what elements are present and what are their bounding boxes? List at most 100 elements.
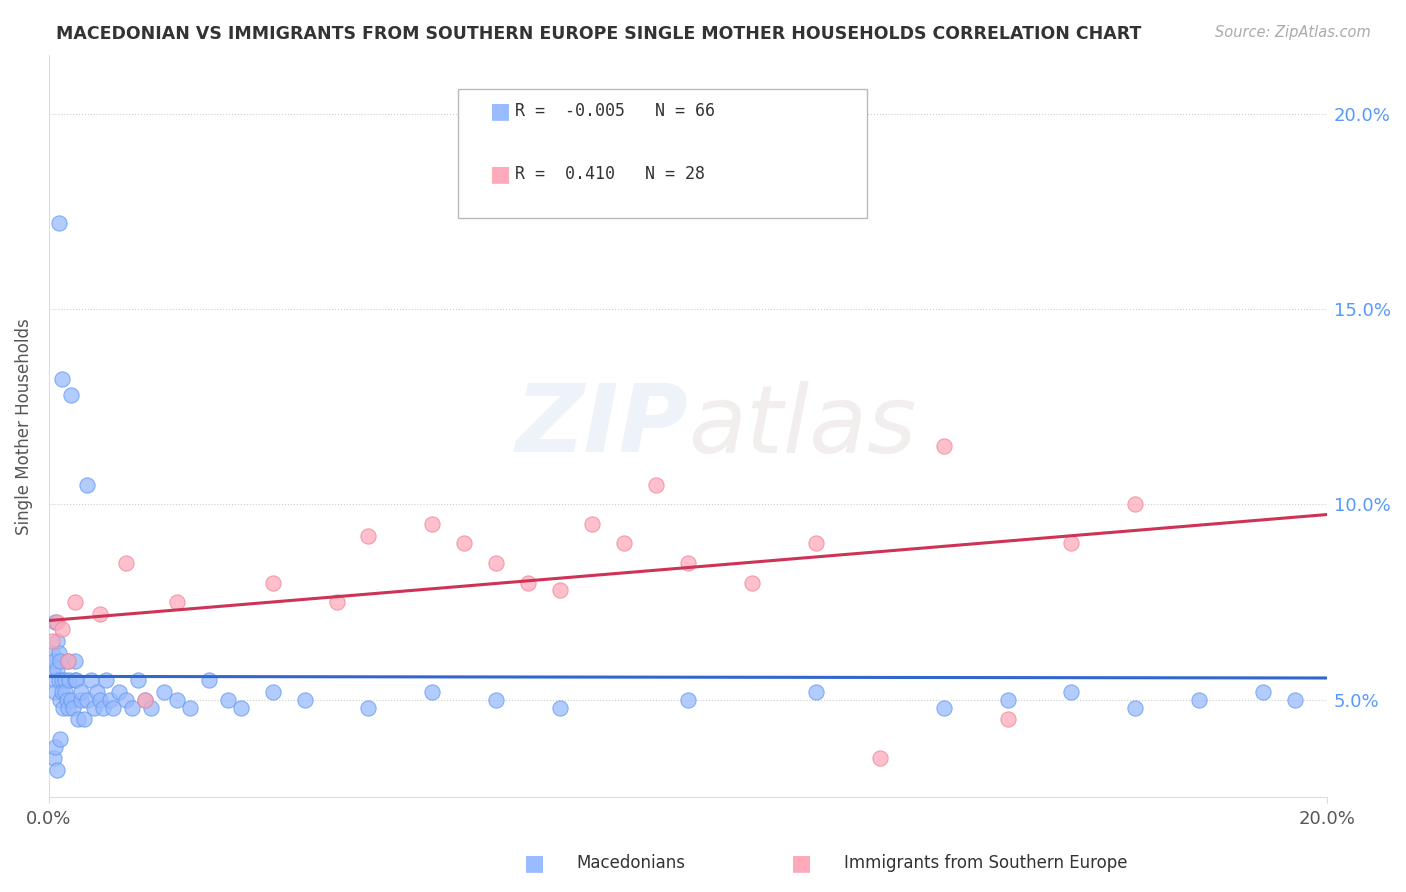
Point (422, 516, 444, 531)
Point (56, 692, 79, 706)
Point (485, 692, 508, 706)
Text: ■: ■ (792, 854, 811, 873)
Point (1123, 700, 1146, 714)
Point (127, 673, 149, 688)
Point (485, 556, 508, 570)
Point (51, 685, 73, 699)
Point (1060, 685, 1083, 699)
Point (45, 763, 67, 777)
Point (166, 692, 188, 706)
Point (44, 615, 66, 629)
Point (932, 700, 955, 714)
Point (60, 692, 83, 706)
Text: ZIP: ZIP (515, 380, 688, 472)
Point (179, 700, 201, 714)
Point (46, 661, 69, 675)
Point (108, 685, 131, 699)
Point (153, 685, 176, 699)
Text: ■: ■ (489, 164, 510, 184)
Point (517, 575, 540, 590)
Point (262, 575, 284, 590)
Point (134, 692, 156, 706)
Text: Macedonians: Macedonians (576, 855, 686, 872)
Point (49, 731, 72, 746)
Text: R =  0.410   N = 28: R = 0.410 N = 28 (516, 165, 706, 183)
Point (44, 685, 66, 699)
Point (66, 712, 89, 726)
Point (229, 700, 252, 714)
Point (1284, 692, 1306, 706)
Point (44, 739, 66, 754)
Point (41, 646, 63, 660)
Point (997, 692, 1019, 706)
Point (51, 673, 73, 688)
Point (49, 692, 72, 706)
Text: Immigrants from Southern Europe: Immigrants from Southern Europe (844, 855, 1128, 872)
Point (166, 595, 188, 609)
Point (42, 654, 65, 668)
Point (65, 673, 87, 688)
Point (357, 529, 380, 543)
Point (357, 700, 380, 714)
Point (53, 673, 76, 688)
Point (1060, 536, 1083, 550)
Point (325, 595, 347, 609)
Text: R =  -0.005   N = 66: R = -0.005 N = 66 (516, 102, 716, 120)
Point (141, 700, 163, 714)
Point (70, 692, 93, 706)
Point (98, 692, 121, 706)
Point (76, 692, 98, 706)
Point (613, 536, 636, 550)
Point (42, 751, 65, 765)
Point (89, 607, 111, 621)
Point (101, 700, 124, 714)
Point (76, 478, 98, 492)
Point (869, 751, 891, 765)
Text: MACEDONIAN VS IMMIGRANTS FROM SOUTHERN EUROPE SINGLE MOTHER HOUSEHOLDS CORRELATI: MACEDONIAN VS IMMIGRANTS FROM SOUTHERN E… (56, 25, 1142, 43)
Point (294, 692, 316, 706)
Point (134, 692, 156, 706)
Point (262, 685, 284, 699)
Point (52, 700, 75, 714)
Point (548, 583, 571, 598)
Point (60, 388, 83, 402)
Point (42, 661, 65, 675)
FancyBboxPatch shape (458, 88, 868, 219)
Point (676, 556, 699, 570)
Point (56, 654, 79, 668)
Point (63, 595, 86, 609)
Point (581, 516, 603, 531)
Point (45, 615, 67, 629)
Point (804, 536, 827, 550)
Point (89, 692, 111, 706)
Point (48, 216, 70, 230)
Point (86, 685, 108, 699)
Point (63, 673, 86, 688)
Text: ■: ■ (489, 101, 510, 120)
Text: Source: ZipAtlas.com: Source: ZipAtlas.com (1215, 25, 1371, 40)
Point (63, 654, 86, 668)
Point (197, 673, 219, 688)
Point (53, 685, 76, 699)
Point (58, 673, 80, 688)
Point (804, 685, 827, 699)
Point (44, 673, 66, 688)
Point (56, 700, 79, 714)
Point (41, 634, 63, 648)
Point (45, 634, 67, 648)
Point (121, 700, 143, 714)
Point (676, 692, 699, 706)
Text: ■: ■ (524, 854, 544, 873)
Point (56, 654, 79, 668)
Point (91, 700, 114, 714)
Point (70, 685, 93, 699)
Point (83, 700, 105, 714)
Point (422, 685, 444, 699)
Point (932, 439, 955, 453)
Point (62, 700, 84, 714)
Point (114, 556, 136, 570)
Point (1251, 685, 1274, 699)
Text: atlas: atlas (688, 381, 917, 472)
Point (48, 646, 70, 660)
Point (997, 712, 1019, 726)
